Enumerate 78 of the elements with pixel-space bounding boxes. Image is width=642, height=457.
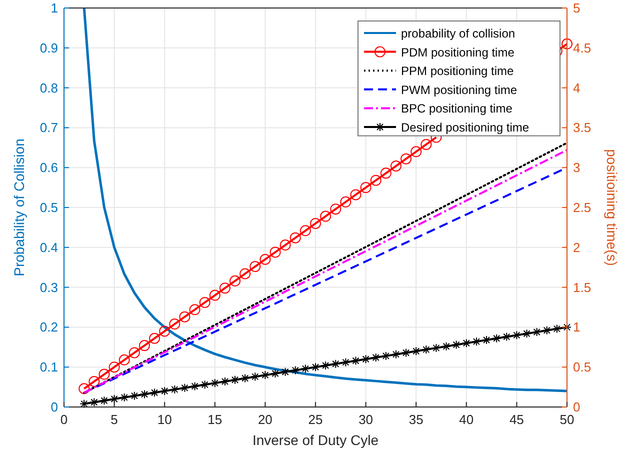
point <box>410 146 422 158</box>
x-tick-label: 40 <box>459 412 474 427</box>
point <box>169 318 180 330</box>
point <box>300 225 311 236</box>
point <box>88 376 100 387</box>
legend-label: probability of collision <box>401 26 516 40</box>
y-tick-label: 0.6 <box>40 160 58 176</box>
y2-tick-label: 4.5 <box>573 40 592 56</box>
point <box>310 218 321 229</box>
point <box>562 38 572 50</box>
point <box>380 168 392 179</box>
legend-label: PWM positioning time <box>401 82 518 97</box>
point <box>209 290 220 301</box>
point <box>98 368 110 380</box>
point <box>290 232 301 244</box>
point <box>420 138 432 150</box>
point <box>78 383 90 394</box>
point <box>118 354 130 366</box>
x-tick-label: 0 <box>60 412 68 427</box>
point <box>340 196 352 208</box>
y2-tick-label: 1.5 <box>573 280 592 295</box>
point <box>260 254 271 265</box>
y2-tick-label: 4 <box>573 80 580 96</box>
y2-tick-label: 2.5 <box>573 200 592 215</box>
x-tick-label: 5 <box>110 412 118 427</box>
y2-tick-label: 5 <box>573 0 580 16</box>
point <box>320 210 332 222</box>
y2-axis-title: positioining time(s) <box>604 149 620 266</box>
legend-label: BPC positioning time <box>401 102 513 116</box>
point <box>360 182 372 194</box>
y2-tick-label: 3.5 <box>573 120 592 136</box>
legend-label: Desired positioning time <box>401 120 530 134</box>
y-axis-title: Probability of Collision <box>11 138 27 276</box>
point <box>400 153 412 164</box>
x-tick-label: 25 <box>308 412 323 427</box>
point <box>330 204 342 215</box>
y-tick-label: 0.1 <box>40 360 58 375</box>
y2-tick-label: 3 <box>573 160 580 176</box>
point <box>108 362 120 373</box>
x-tick-label: 20 <box>258 412 272 427</box>
point <box>149 332 160 344</box>
point <box>280 240 291 251</box>
x-tick-label: 35 <box>408 412 424 427</box>
x-axis-title: Inverse of Duty Cyle <box>252 432 379 448</box>
y2-tick-label: 1 <box>573 320 580 335</box>
x-tick-label: 50 <box>560 412 574 427</box>
legend-label: PDM positioning time <box>401 45 515 60</box>
point <box>199 296 210 308</box>
y-tick-label: 0.8 <box>40 80 58 96</box>
y-tick-label: 0.3 <box>40 280 58 295</box>
point <box>230 275 241 286</box>
x-tick-label: 15 <box>208 412 222 427</box>
point <box>159 326 170 337</box>
point <box>250 261 261 272</box>
point <box>270 246 281 258</box>
legend-label: PPM positioning time <box>401 64 514 78</box>
point <box>390 160 402 172</box>
x-tick-label: 10 <box>157 412 172 427</box>
y-tick-label: 0.7 <box>40 120 58 136</box>
point <box>179 311 190 322</box>
y2-tick-label: 2 <box>573 240 580 255</box>
point <box>370 174 382 186</box>
point <box>128 347 140 358</box>
point <box>240 268 251 280</box>
y-tick-label: 1 <box>50 0 58 16</box>
y-tick-label: 0.5 <box>40 200 58 215</box>
point <box>350 189 362 200</box>
y-tick-label: 0 <box>50 400 58 414</box>
y-tick-label: 0.2 <box>40 320 58 335</box>
y2-tick-label: 0 <box>573 400 580 414</box>
x-tick-label: 45 <box>509 412 524 427</box>
y-tick-label: 0.9 <box>40 40 58 56</box>
x-tick-label: 30 <box>358 412 374 427</box>
point <box>138 340 150 352</box>
y2-tick-label: 0.5 <box>573 360 592 375</box>
point <box>189 304 200 316</box>
y-tick-label: 0.4 <box>40 240 58 255</box>
point <box>219 282 230 294</box>
